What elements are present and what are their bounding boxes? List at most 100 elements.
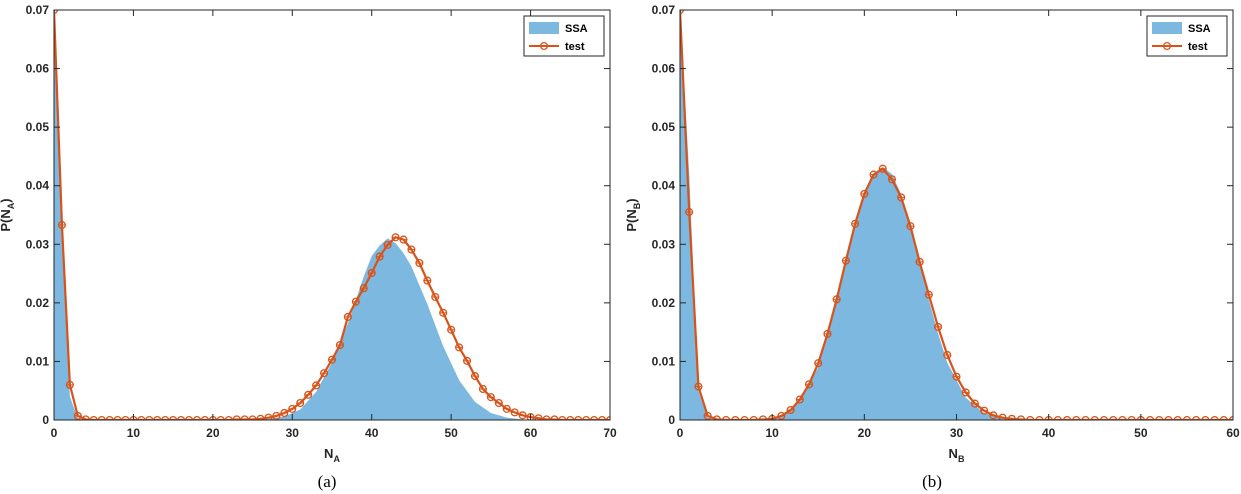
legend-test-label: test <box>565 41 585 53</box>
test-point-marker <box>89 415 98 420</box>
test-point <box>1173 415 1182 420</box>
test-point <box>296 398 305 408</box>
x-tick-label: 20 <box>858 426 872 440</box>
test-point-marker <box>1182 415 1191 420</box>
test-point <box>407 245 416 254</box>
test-point <box>1118 415 1127 420</box>
test-point <box>1210 415 1219 420</box>
test-point <box>758 415 767 420</box>
test-point <box>224 415 233 420</box>
test-point <box>288 404 297 413</box>
test-point <box>105 415 114 420</box>
test-point <box>851 219 860 228</box>
y-tick-label: 0.06 <box>652 62 676 76</box>
test-point-marker <box>121 415 130 420</box>
panel-label: (b) <box>922 472 942 491</box>
test-point <box>598 415 607 420</box>
test-point <box>749 415 758 420</box>
test-point-marker <box>224 415 233 420</box>
legend-box <box>523 15 605 57</box>
y-tick-label: 0.01 <box>26 354 50 368</box>
test-point <box>795 395 804 404</box>
legend-ssa-swatch <box>1152 22 1182 34</box>
y-tick-label: 0.03 <box>26 237 50 251</box>
test-point <box>924 290 933 299</box>
y-tick-label: 0.03 <box>652 237 676 251</box>
test-point <box>375 252 384 261</box>
test-point <box>722 415 731 420</box>
test-point <box>934 322 943 331</box>
test-point <box>439 308 448 317</box>
x-tick-label: 40 <box>1042 426 1056 440</box>
test-point <box>703 411 712 420</box>
test-point <box>1007 414 1016 420</box>
test-point <box>232 415 241 420</box>
x-tick-label: 10 <box>127 426 141 440</box>
y-tick-label: 0.04 <box>652 179 676 193</box>
test-point-marker <box>749 415 758 420</box>
test-point <box>566 415 575 420</box>
test-point <box>1053 415 1062 420</box>
y-tick-label: 0.07 <box>26 3 50 17</box>
test-point <box>192 415 202 420</box>
test-point-marker <box>582 415 591 420</box>
test-point <box>989 411 998 420</box>
y-axis-label: P(NA) <box>0 198 16 231</box>
test-point <box>121 415 130 420</box>
test-point <box>1109 415 1118 420</box>
test-point-marker <box>1164 415 1173 420</box>
test-point <box>915 257 924 266</box>
y-tick-label: 0 <box>42 413 49 427</box>
y-tick-label: 0.02 <box>652 296 676 310</box>
plot-area <box>54 10 610 420</box>
legend: SSA test <box>523 15 605 57</box>
test-point-marker <box>1155 415 1164 420</box>
test-point <box>494 398 503 408</box>
test-point <box>878 164 887 173</box>
test-point <box>256 414 265 420</box>
x-tick-label: 50 <box>444 426 458 440</box>
test-point-marker <box>1053 415 1062 420</box>
test-point <box>1127 415 1136 420</box>
test-point <box>887 175 897 184</box>
test-point-marker <box>169 415 178 420</box>
test-point-marker <box>1127 415 1136 420</box>
test-point <box>1182 415 1191 420</box>
test-point <box>312 381 321 390</box>
test-point-marker <box>1118 415 1127 420</box>
test-point <box>1072 415 1081 420</box>
y-axis-label: P(NB) <box>624 198 642 231</box>
test-point-marker <box>1109 415 1118 420</box>
y-axis-label-subscript: B <box>632 202 642 209</box>
test-point <box>1090 415 1099 420</box>
test-point <box>89 415 98 420</box>
y-tick-label: 0.06 <box>26 62 50 76</box>
test-point <box>814 359 823 368</box>
legend-ssa-label: SSA <box>565 23 588 35</box>
test-point <box>351 297 360 306</box>
test-point <box>113 415 122 420</box>
test-point-marker <box>216 415 225 420</box>
test-point-marker <box>1173 415 1182 420</box>
test-point <box>786 405 795 415</box>
test-point <box>240 415 249 420</box>
test-point <box>502 404 511 413</box>
test-point-marker <box>200 415 209 420</box>
x-tick-label: 40 <box>365 426 379 440</box>
test-point <box>804 380 814 389</box>
test-point <box>399 235 408 244</box>
test-point-marker <box>105 415 114 420</box>
test-point <box>57 220 66 230</box>
test-point <box>216 415 225 420</box>
test-point <box>320 369 329 378</box>
test-point <box>264 413 273 420</box>
test-point <box>97 415 106 420</box>
x-axis-label-main: N <box>324 446 333 461</box>
test-point <box>248 415 257 420</box>
legend-test-marker <box>1162 41 1172 51</box>
test-point <box>462 356 472 365</box>
plot-background <box>680 10 1233 420</box>
x-axis-label: NB <box>949 446 965 464</box>
y-tick-label: 0.05 <box>26 120 50 134</box>
test-point <box>740 415 749 420</box>
